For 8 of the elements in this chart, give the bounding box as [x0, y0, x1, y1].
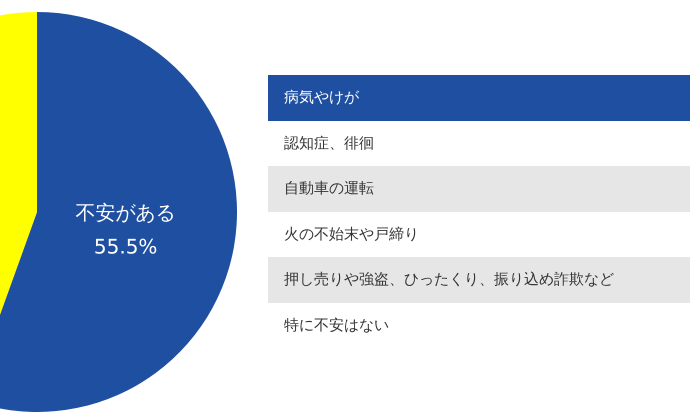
text: 病気やけが [268, 75, 690, 120]
text: 自動車の運転 [268, 166, 690, 212]
text: 認知症、徘徊 [283, 132, 375, 154]
text: 火の不始末や戸締り [283, 224, 420, 244]
text: 特に不安はない [283, 314, 390, 336]
text: 押し売りや強盗、ひったくり、振り込め詐欺など [268, 257, 690, 302]
slice-label: 不安がある [76, 200, 176, 224]
data-label: 55.5% [94, 234, 158, 258]
